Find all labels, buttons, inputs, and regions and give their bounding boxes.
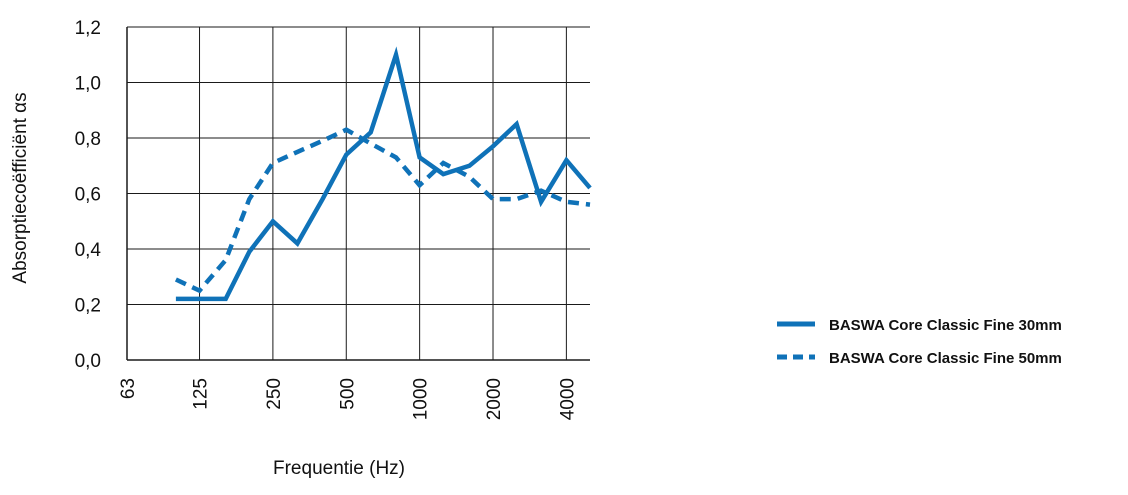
- y-tick-label: 0,2: [75, 296, 101, 317]
- y-tick-label: 0,8: [75, 129, 101, 150]
- x-axis-ticks: 63 125 250 500 1000 2000 4000: [118, 378, 578, 420]
- series-line-50mm: [174, 127, 591, 294]
- x-axis-title: Frequentie (Hz): [273, 458, 405, 479]
- y-tick-label: 0,6: [75, 185, 101, 206]
- x-tick-label: 4000: [557, 378, 578, 420]
- y-tick-label: 0,4: [75, 240, 102, 261]
- y-tick-label: 1,2: [75, 18, 101, 39]
- x-tick-label: 125: [191, 378, 212, 410]
- x-tick-label: 250: [264, 378, 285, 410]
- y-axis-ticks: 0,0 0,2 0,4 0,6 0,8 1,0 1,2: [75, 18, 102, 372]
- legend-label-30mm: BASWA Core Classic Fine 30mm: [829, 317, 1062, 334]
- x-tick-label: 1000: [411, 378, 432, 420]
- y-tick-label: 0,0: [75, 351, 101, 372]
- legend-item-30mm: BASWA Core Classic Fine 30mm: [777, 317, 1062, 334]
- legend-label-50mm: BASWA Core Classic Fine 50mm: [829, 350, 1062, 367]
- series-lines: [174, 46, 592, 302]
- x-tick-label: 2000: [484, 378, 505, 420]
- series-line-30mm: [175, 46, 592, 302]
- x-tick-label: 63: [118, 378, 139, 399]
- legend-item-50mm: BASWA Core Classic Fine 50mm: [777, 350, 1062, 367]
- legend: BASWA Core Classic Fine 30mm BASWA Core …: [777, 317, 1062, 367]
- y-tick-label: 1,0: [75, 74, 101, 95]
- x-tick-label: 500: [337, 378, 358, 410]
- chart-grid: [126, 26, 590, 361]
- y-axis-title: Absorptiecoëfficiënt αs: [10, 92, 31, 283]
